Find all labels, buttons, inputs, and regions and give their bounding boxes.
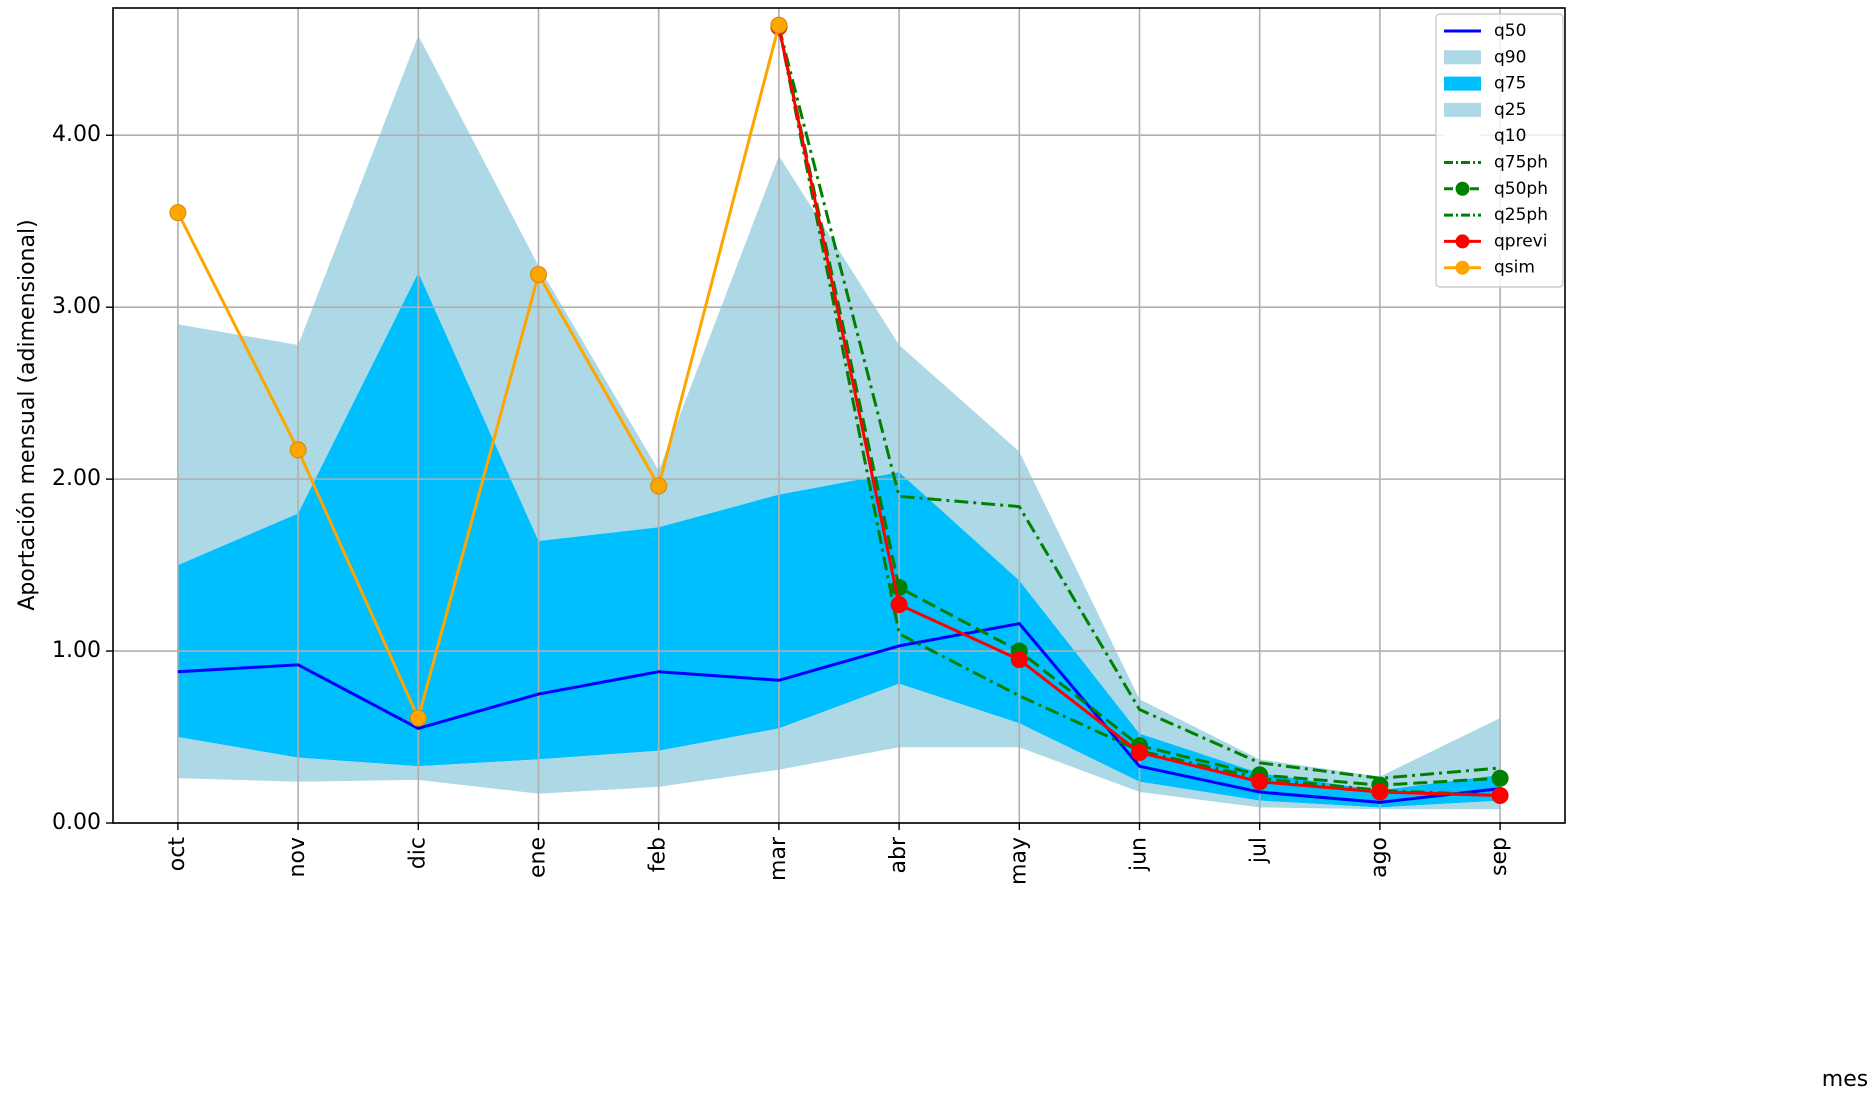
series-marker [530, 266, 548, 284]
legend-label: q75ph [1494, 153, 1548, 173]
series-line [176, 24, 781, 720]
area-band [177, 272, 1501, 808]
legend-marker [1455, 234, 1470, 249]
series-marker [169, 204, 187, 222]
series-marker [1491, 786, 1509, 804]
series-marker [1010, 651, 1028, 669]
legend-label: q75 [1494, 74, 1526, 94]
x-tick-label: ago [1367, 837, 1392, 878]
series-marker [1491, 769, 1509, 787]
x-tick-label: abr [886, 836, 911, 873]
legend-label: q25 [1494, 100, 1526, 120]
legend-label: qprevi [1494, 231, 1547, 251]
y-tick-label: 4.00 [52, 122, 101, 147]
legend-marker [1455, 181, 1470, 196]
legend-label: q10 [1494, 126, 1526, 146]
x-tick-label: feb [646, 837, 671, 872]
series-marker [770, 16, 788, 34]
legend-label: q50ph [1494, 179, 1548, 199]
series-marker [1251, 773, 1269, 791]
y-tick-label: 0.00 [52, 810, 101, 835]
y-tick-label: 2.00 [52, 466, 101, 491]
x-tick-label: jul [1247, 837, 1272, 864]
area-band [177, 683, 1501, 810]
x-tick-label: jun [1126, 837, 1151, 872]
legend-swatch [1444, 102, 1481, 117]
legend-label: q90 [1494, 47, 1526, 67]
series-marker [409, 709, 427, 727]
legend-marker [1455, 260, 1470, 275]
x-tick-label: nov [285, 837, 310, 877]
plot-frame [112, 7, 1566, 824]
legend-swatch [1444, 76, 1481, 91]
x-tick-label: mar [766, 836, 791, 881]
series-marker [289, 441, 307, 459]
x-tick-label: sep [1487, 837, 1512, 876]
y-axis-label: Aportación mensual (adimensional) [15, 219, 40, 610]
series-marker [1371, 783, 1389, 801]
area-band [177, 35, 1501, 791]
series-marker [890, 596, 908, 614]
x-axis-label: mes [1822, 1067, 1868, 1092]
legend-label: q25ph [1494, 205, 1548, 225]
series-marker [650, 477, 668, 495]
series-line [177, 622, 1501, 804]
area-band [177, 747, 1501, 823]
legend-swatch [1444, 50, 1481, 65]
legend-label: qsim [1494, 258, 1535, 278]
y-tick-label: 1.00 [52, 638, 101, 663]
legend-label: q50 [1494, 21, 1526, 41]
x-tick-label: ene [526, 837, 551, 878]
x-tick-label: oct [165, 837, 190, 872]
x-tick-label: may [1006, 837, 1031, 885]
x-tick-label: dic [405, 837, 430, 869]
legend-swatch [1444, 129, 1481, 144]
series-marker [1130, 744, 1148, 762]
y-tick-label: 3.00 [52, 294, 101, 319]
